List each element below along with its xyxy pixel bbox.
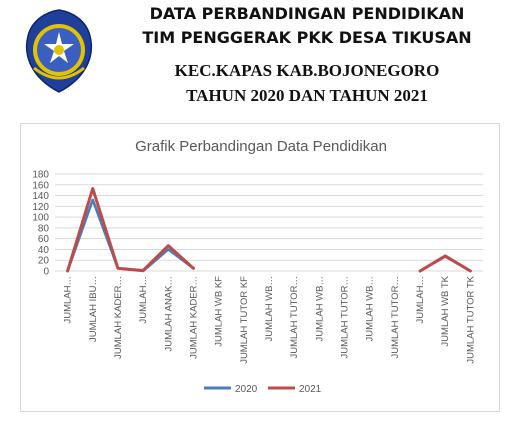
chart-frame: Grafik Perbandingan Data Pendidikan 0 20 4… xyxy=(20,123,500,412)
chart-legend: 2020 2021 xyxy=(204,384,322,395)
x-axis: JUMLAH… JUMLAH IBU… JUMLAH KADER… JUMLAH… JU… xyxy=(63,275,477,363)
y-tick-label: 40 xyxy=(38,245,50,256)
x-tick-label: JUMLAH WB KF xyxy=(214,276,225,347)
education-comparison-chart: Grafik Perbandingan Data Pendidikan 0204… xyxy=(32,138,483,395)
y-tick-label: 20 xyxy=(38,256,50,267)
y-tick-label: 140 xyxy=(32,191,49,202)
y-tick-label: 120 xyxy=(32,202,49,213)
series-line-2021 xyxy=(66,187,472,273)
header-title-line-3: KEC.KAPAS KAB.BOJONEGORO xyxy=(174,61,440,80)
y-tick-label: 160 xyxy=(32,180,49,191)
x-tick-label: JUMLAH KADER… xyxy=(113,276,124,359)
x-tick-label: JUMLAH KADER… xyxy=(188,276,199,359)
x-tick-label: JUMLAH… xyxy=(63,276,74,324)
pkk-emblem-icon xyxy=(26,9,92,93)
y-tick-label: 100 xyxy=(32,213,49,224)
x-tick-label: JUMLAH TUTOR TK xyxy=(465,275,476,363)
legend-label-2020: 2020 xyxy=(235,384,258,395)
y-tick-label: 60 xyxy=(38,234,50,245)
x-tick-label: JUMLAH TUTOR… xyxy=(390,276,401,359)
x-tick-label: JUMLAH ANAK… xyxy=(163,276,174,352)
y-tick-label: 0 xyxy=(43,267,49,278)
header-title-line-2: TIM PENGGERAK PKK DESA TIKUSAN xyxy=(142,28,472,47)
y-tick-label: 80 xyxy=(38,223,50,234)
x-tick-label: JUMLAH TUTOR KF xyxy=(239,276,250,364)
x-tick-label: JUMLAH… xyxy=(138,276,149,324)
x-tick-label: JUMLAH WB… xyxy=(264,276,275,341)
y-tick-label: 180 xyxy=(32,170,49,181)
chart-series xyxy=(66,187,472,273)
chart-gridlines xyxy=(55,173,483,272)
legend-label-2021: 2021 xyxy=(299,384,322,395)
chart-title: Grafik Perbandingan Data Pendidikan xyxy=(135,138,387,155)
header-title-line-1: DATA PERBANDINGAN PENDIDIKAN xyxy=(149,4,465,23)
x-tick-label: JUMLAH WB… xyxy=(365,276,376,341)
x-tick-label: JUMLAH WB… xyxy=(314,276,325,341)
x-tick-label: JUMLAH WB TK xyxy=(440,275,451,346)
x-tick-label: JUMLAH… xyxy=(415,276,426,324)
x-tick-label: JUMLAH TUTOR… xyxy=(340,276,351,359)
x-tick-label: JUMLAH IBU… xyxy=(88,276,99,342)
header-title-line-4: TAHUN 2020 DAN TAHUN 2021 xyxy=(186,86,428,105)
x-tick-label: JUMLAH TUTOR… xyxy=(289,276,300,359)
